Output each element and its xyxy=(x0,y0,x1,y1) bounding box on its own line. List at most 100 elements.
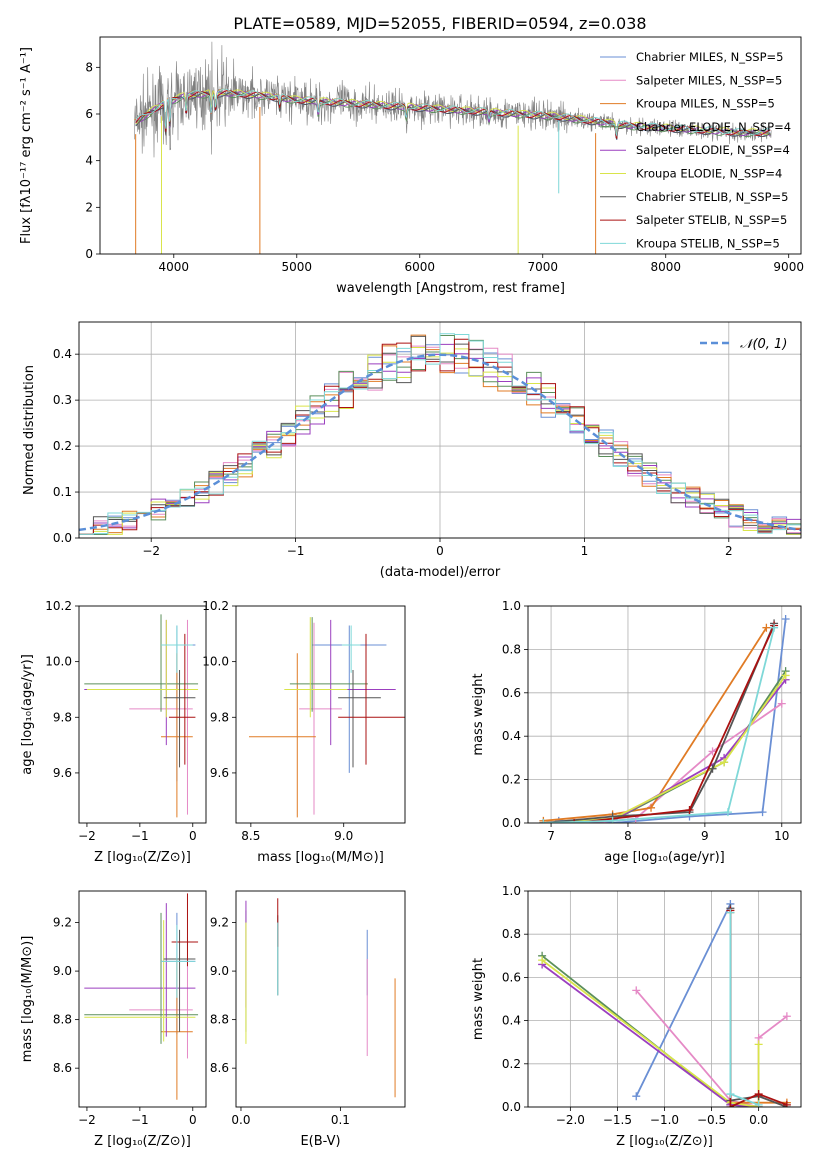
y-tick-label: 4 xyxy=(85,154,93,168)
x-axis-label: Z [log₁₀(Z/Z⊙)] xyxy=(94,1134,191,1149)
y-tick-label: 9.0 xyxy=(210,964,229,978)
chart-title: PLATE=0589, MJD=52055, FIBERID=0594, z=0… xyxy=(233,14,646,33)
y-axis-label: mass [log₁₀(M/M⊙)] xyxy=(20,936,35,1063)
mass-weight-vs-age-panel: 7 8 9 10 0.0 0.2 0.4 0.6 0.8 1.0 age [log₁₀(age/yr… xyxy=(471,599,802,865)
y-tick-label: 0.8 xyxy=(502,927,521,941)
plus-marker xyxy=(708,747,717,756)
y-tick-label: 8 xyxy=(85,60,93,74)
y-tick-label: 10.0 xyxy=(202,655,229,669)
y-tick-label: 0.8 xyxy=(502,642,521,656)
plus-marker xyxy=(726,1090,735,1099)
observed-spectrum xyxy=(134,41,772,158)
y-tick-label: 0.2 xyxy=(502,1057,521,1071)
y-tick-label: 9.2 xyxy=(210,916,229,930)
x-tick-label: −1.5 xyxy=(603,1113,632,1127)
plus-marker xyxy=(754,1090,763,1099)
y-tick-label: 9.8 xyxy=(53,710,72,724)
y-tick-label: 0.4 xyxy=(502,1014,521,1028)
plot-frame xyxy=(235,890,406,1108)
x-axis-label: mass [log₁₀(M/M⊙)] xyxy=(257,850,384,865)
x-tick-label: 1 xyxy=(581,544,589,558)
x-tick-label: 10 xyxy=(774,829,789,843)
y-axis-label: age [log₁₀(age/yr)] xyxy=(20,654,35,775)
x-tick-label: 2 xyxy=(725,544,733,558)
plot-area xyxy=(134,41,772,254)
model-spectrum-3 xyxy=(135,91,771,138)
plus-marker xyxy=(720,758,729,767)
x-tick-label: −1 xyxy=(287,544,305,558)
y-tick-label: 9.2 xyxy=(53,916,72,930)
model-spectrum-8 xyxy=(135,88,771,137)
x-tick-label: 6000 xyxy=(404,260,435,274)
y-tick-label: 10.0 xyxy=(45,655,72,669)
legend-label: Chabrier MILES, N_SSP=5 xyxy=(636,50,783,64)
y-tick-label: 0.4 xyxy=(502,729,521,743)
y-tick-label: 1.0 xyxy=(502,599,521,613)
y-tick-label: 0.3 xyxy=(53,393,72,407)
x-tick-label: 9 xyxy=(701,829,709,843)
x-axis-label: E(B-V) xyxy=(300,1134,340,1149)
y-axis-label: mass weight xyxy=(471,673,486,755)
y-tick-label: 0.6 xyxy=(502,970,521,984)
mass-vs-metallicity-panel: −2 −1 0 8.6 8.8 9.0 9.2 Z [log₁₀(Z/Z⊙)] mass [lo… xyxy=(20,890,207,1149)
x-axis-label: (data-model)/error xyxy=(380,565,501,580)
x-tick-label: −2 xyxy=(78,829,96,843)
x-tick-label: −2 xyxy=(78,1113,96,1127)
weight-line-1 xyxy=(635,989,788,1107)
plot-area xyxy=(84,893,199,1100)
plot-frame xyxy=(99,36,802,255)
x-tick-label: 9.0 xyxy=(334,829,353,843)
model-spectrum-7 xyxy=(135,90,771,139)
plus-marker xyxy=(770,623,779,632)
plot-frame xyxy=(78,605,207,824)
x-tick-label: −1.0 xyxy=(650,1113,679,1127)
weight-line-4 xyxy=(543,679,787,823)
plus-marker xyxy=(777,699,786,708)
plus-marker xyxy=(647,803,656,812)
normal-reference-curve xyxy=(79,353,801,532)
y-tick-label: 10.2 xyxy=(202,599,229,613)
x-tick-label: 0.0 xyxy=(749,1113,768,1127)
y-tick-label: 9.0 xyxy=(53,964,72,978)
x-tick-label: 8000 xyxy=(650,260,681,274)
y-tick-label: 8.6 xyxy=(210,1061,229,1075)
y-tick-label: 0.0 xyxy=(53,531,72,545)
x-tick-label: 0 xyxy=(189,829,197,843)
y-axis-label: Flux [fλ10⁻¹⁷ erg cm⁻² s⁻¹ A⁻¹] xyxy=(19,47,34,244)
x-tick-label: 5000 xyxy=(281,260,312,274)
weight-line-1 xyxy=(543,702,783,823)
y-axis-label: mass weight xyxy=(471,958,486,1040)
plus-marker xyxy=(632,1092,641,1101)
y-tick-label: 1.0 xyxy=(502,884,521,898)
plus-marker xyxy=(726,908,735,917)
plot-area xyxy=(538,899,791,1107)
plus-marker xyxy=(781,671,790,680)
y-tick-label: 0.0 xyxy=(502,816,521,830)
legend-label: Chabrier STELIB, N_SSP=5 xyxy=(636,190,788,204)
y-tick-label: 10.2 xyxy=(45,599,72,613)
plot-area xyxy=(249,617,405,818)
y-tick-label: 0.6 xyxy=(502,686,521,700)
x-tick-label: 0.1 xyxy=(331,1113,350,1127)
weight-line-7 xyxy=(573,625,775,823)
x-tick-label: 7000 xyxy=(527,260,558,274)
plus-marker xyxy=(762,623,771,632)
plot-area xyxy=(79,333,801,538)
y-tick-label: 8.6 xyxy=(53,1061,72,1075)
plus-marker xyxy=(538,956,547,965)
y-tick-label: 0.2 xyxy=(53,439,72,453)
age-vs-metallicity-panel: −2 −1 0 9.6 9.8 10.0 10.2 Z [log₁₀(Z/Z⊙)] age [l… xyxy=(20,599,207,865)
plus-marker xyxy=(754,1040,763,1049)
plus-marker xyxy=(754,1100,763,1107)
y-tick-label: 6 xyxy=(85,107,93,121)
histogram-series-8 xyxy=(79,333,801,538)
plus-marker xyxy=(539,819,548,823)
legend-label: Salpeter ELODIE, N_SSP=4 xyxy=(636,143,790,157)
x-tick-label: −1 xyxy=(131,1113,149,1127)
y-tick-label: 0.4 xyxy=(53,347,72,361)
legend-label: Kroupa STELIB, N_SSP=5 xyxy=(636,236,780,250)
x-axis-label: age [log₁₀(age/yr)] xyxy=(604,850,725,865)
legend-label: 𝒩(0, 1) xyxy=(740,337,787,352)
y-tick-label: 2 xyxy=(85,200,93,214)
x-tick-label: −1 xyxy=(131,829,149,843)
